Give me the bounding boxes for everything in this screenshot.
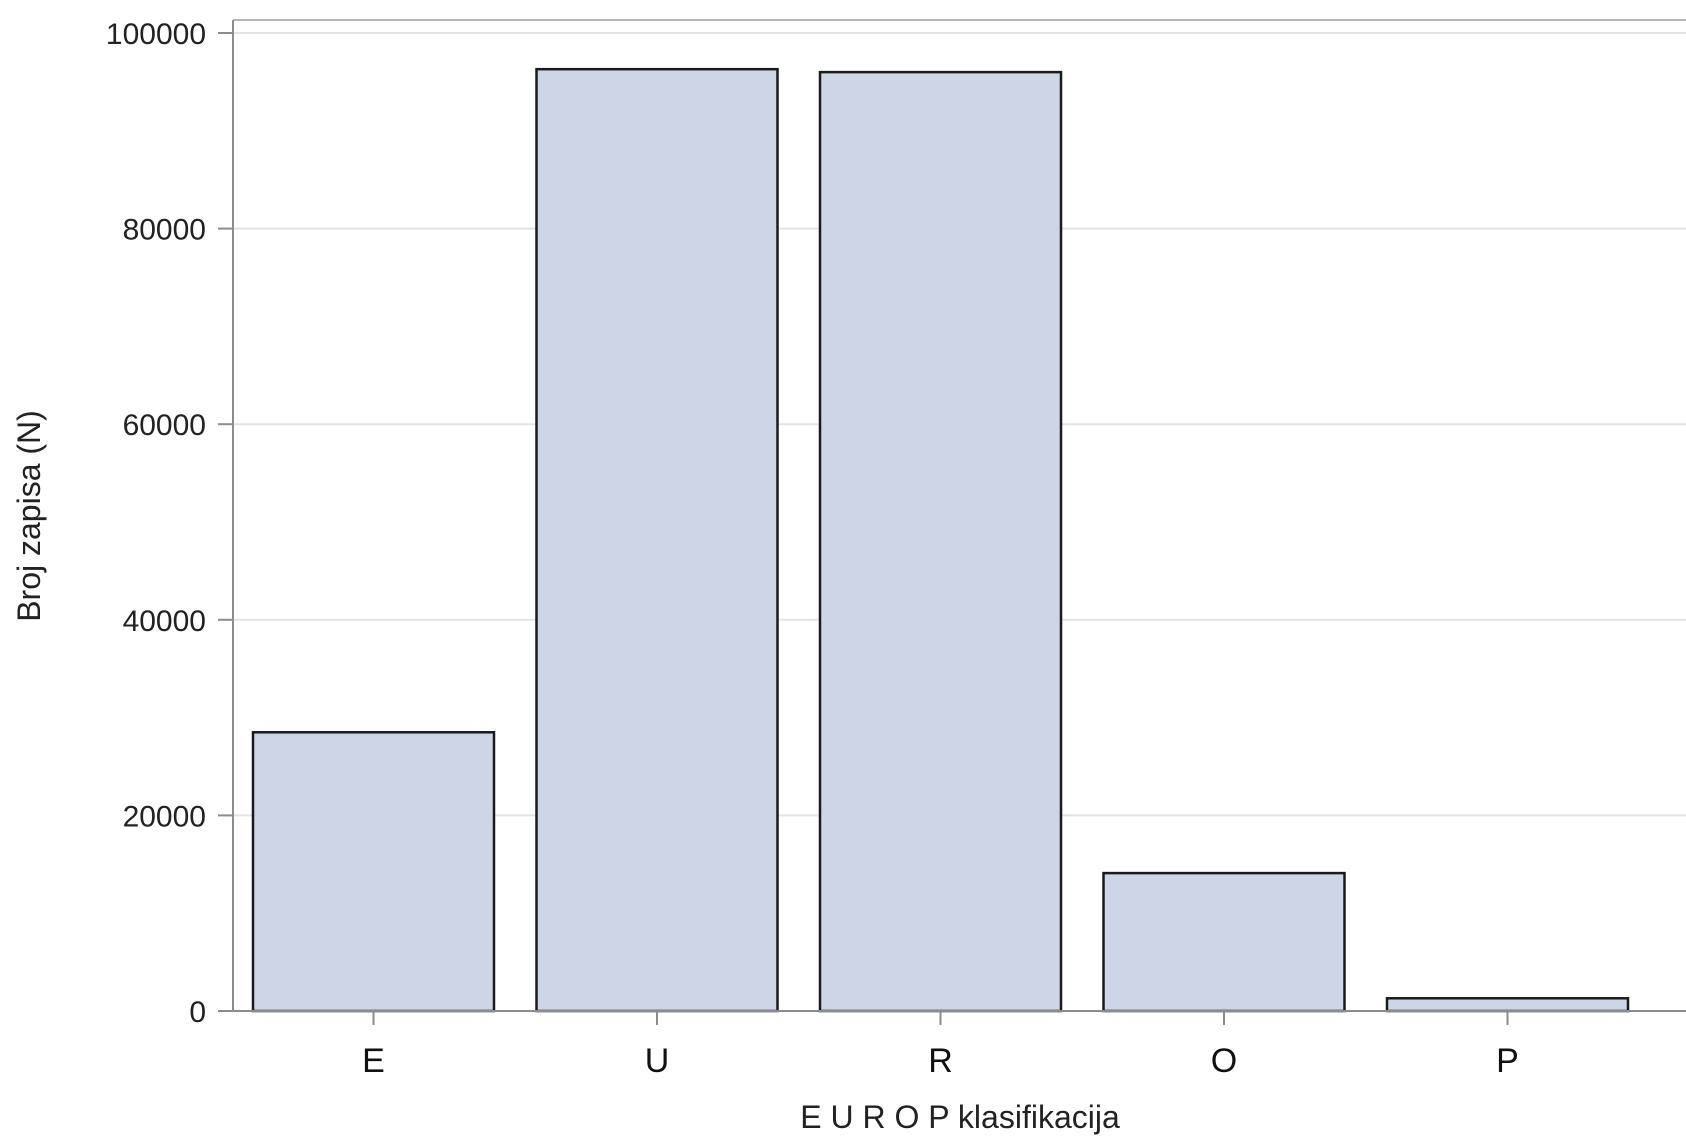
x-axis-title: E U R O P klasifikacija [800, 1099, 1120, 1135]
axes [218, 19, 1686, 1025]
x-tick-label: U [645, 1042, 670, 1080]
x-tick-label: R [928, 1042, 953, 1080]
x-tick-label: P [1496, 1042, 1519, 1080]
bar-p [1385, 997, 1630, 1013]
x-tick-label: O [1211, 1042, 1237, 1080]
bar-r [818, 70, 1063, 1013]
bar-o [1102, 871, 1346, 1013]
y-tick-label: 40000 [123, 605, 206, 638]
y-tick-label: 80000 [123, 214, 206, 247]
labels: 0 20000 40000 60000 80000 100000 E U R O P [106, 18, 1519, 1080]
x-tick-label: E [362, 1042, 385, 1080]
bar-e [251, 731, 496, 1013]
y-tick-label: 20000 [123, 800, 206, 833]
y-tick-label: 0 [189, 996, 206, 1029]
y-axis-title: Broj zapisa (N) [11, 410, 47, 622]
y-tick-label: 100000 [106, 18, 206, 51]
bar-u [535, 67, 779, 1013]
y-tick-label: 60000 [123, 409, 206, 442]
bars [251, 67, 1630, 1013]
